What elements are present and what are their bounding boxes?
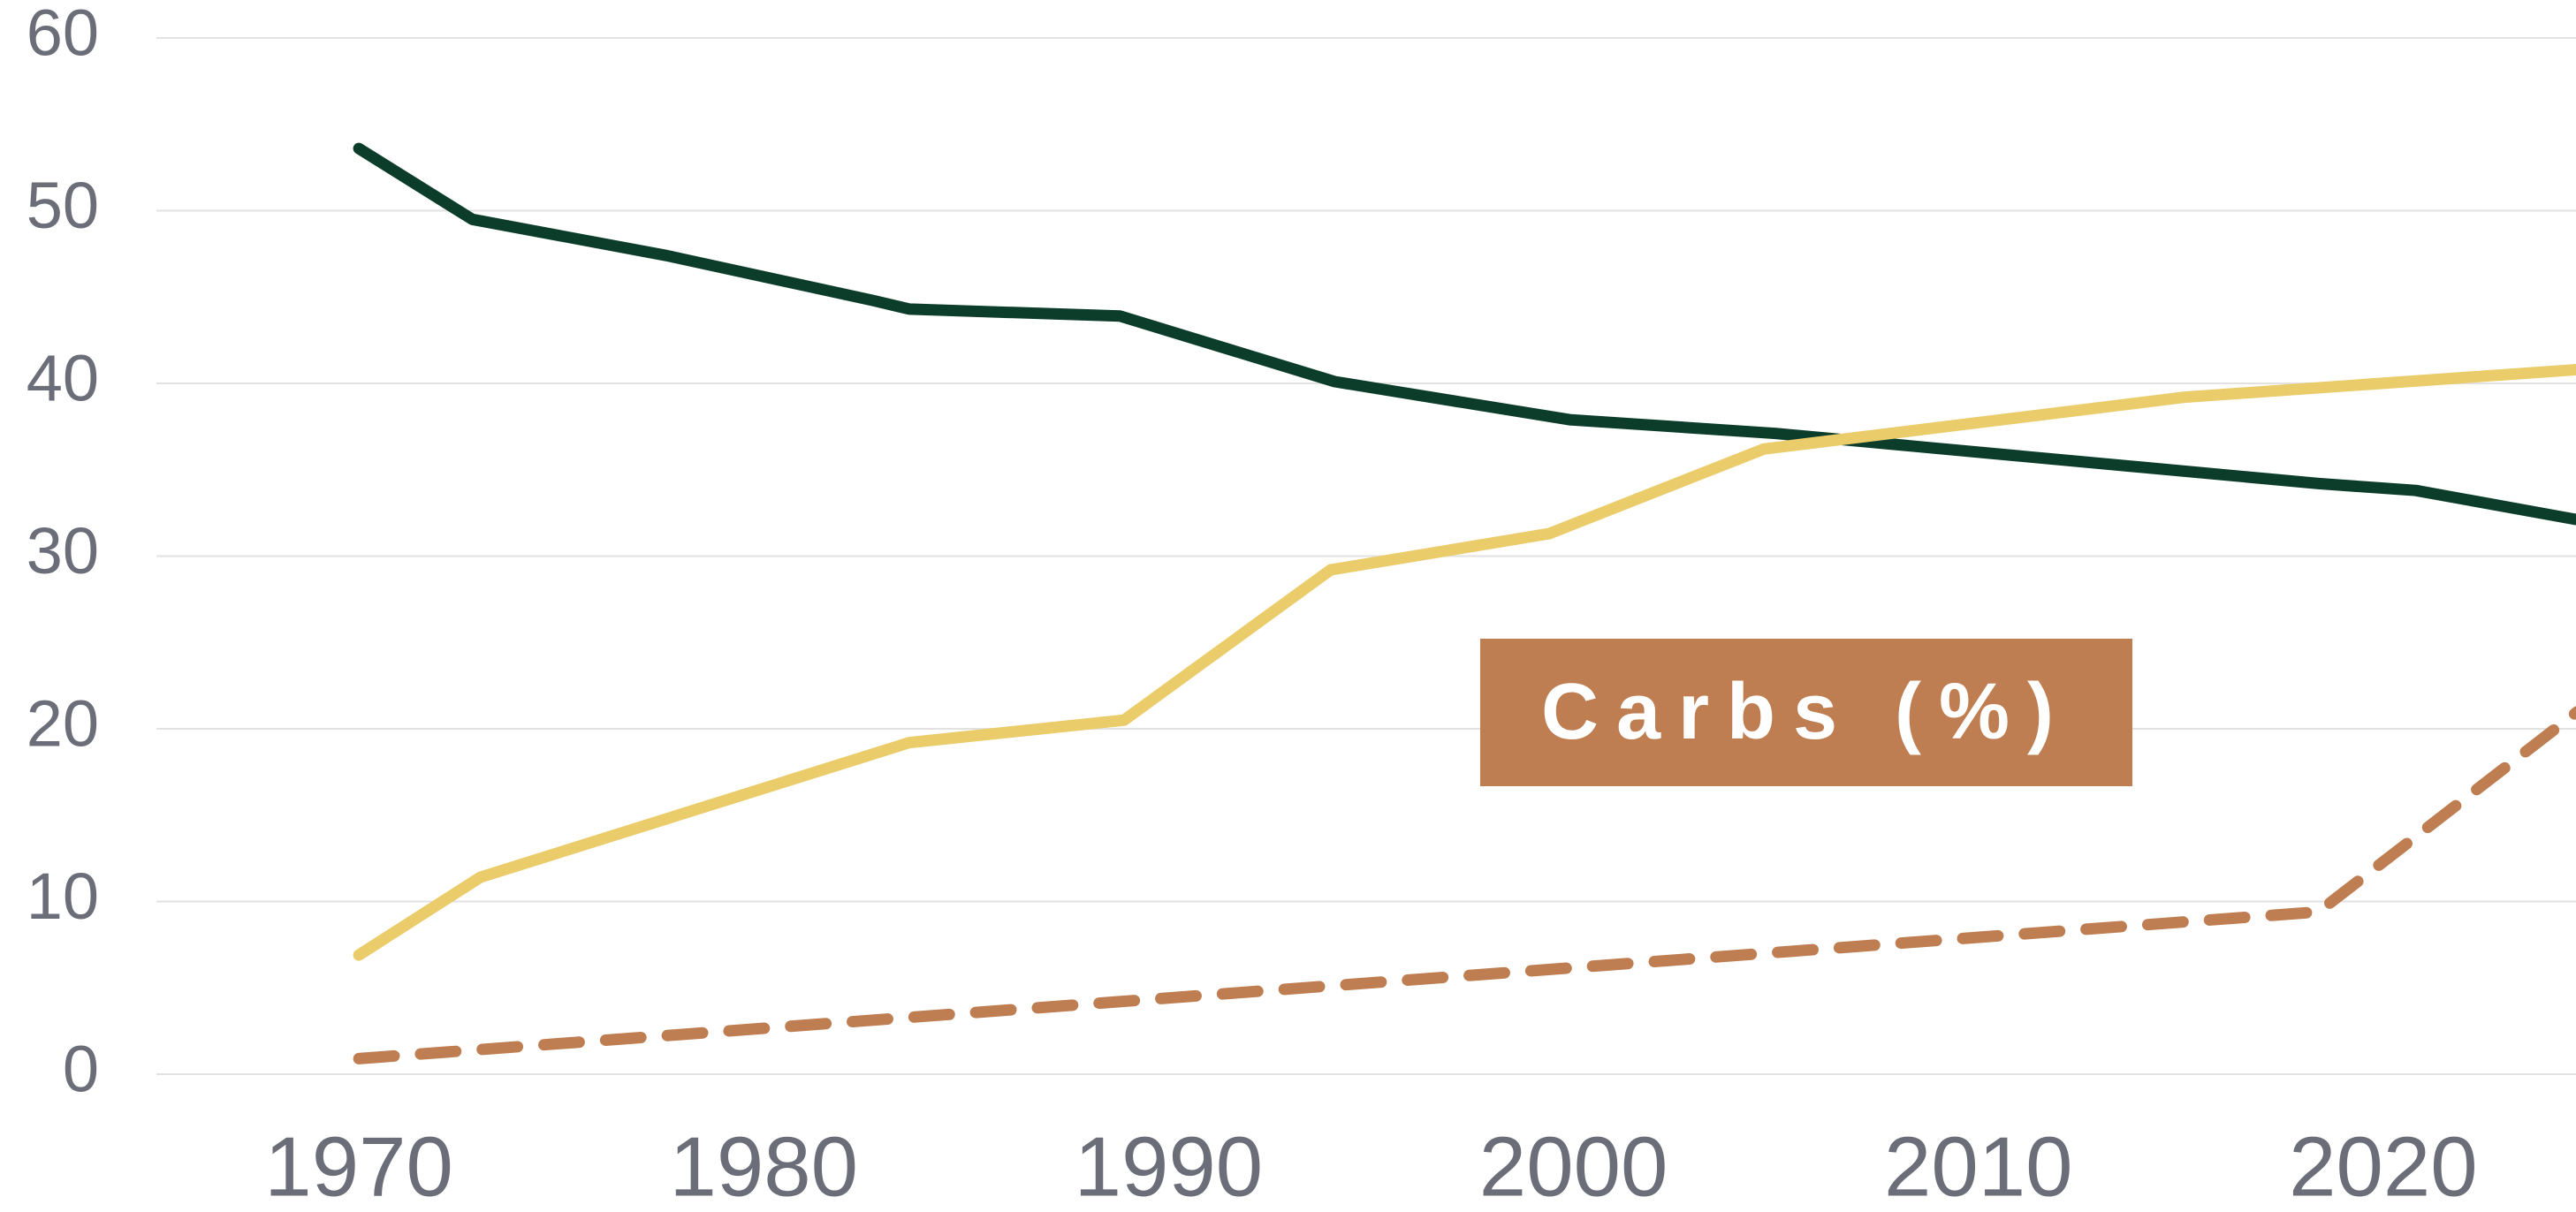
x-tick-label: 1980 [669,1119,858,1212]
x-tick-label: 2000 [1479,1119,1668,1212]
y-tick-label: 0 [63,1033,99,1106]
x-tick-label: 1990 [1075,1119,1264,1212]
y-tick-label: 40 [27,342,99,415]
y-tick-label: 20 [27,687,99,761]
x-tick-label: 2010 [1884,1119,2073,1212]
legend-label: Carbs (%) [1541,668,2071,756]
y-tick-label: 10 [27,860,99,933]
x-tick-label: 1970 [264,1119,453,1212]
series-line [353,142,2576,526]
y-tick-label: 50 [27,169,99,242]
series-line [353,706,2576,1064]
legend-box [1480,639,2132,786]
series-line [353,364,2576,961]
x-tick-label: 2020 [2289,1119,2478,1212]
y-tick-label: 60 [27,0,99,70]
y-tick-label: 30 [27,514,99,587]
